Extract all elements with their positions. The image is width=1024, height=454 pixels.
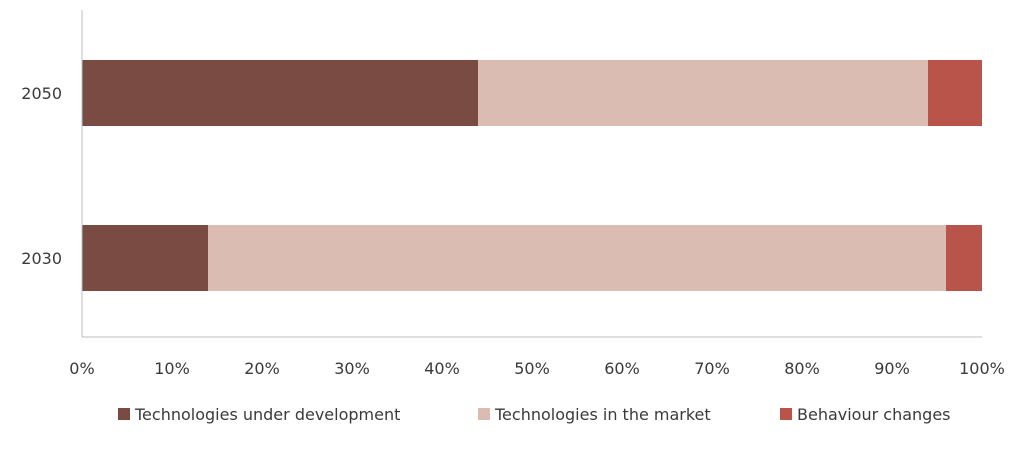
legend-label-1: Technologies in the market	[494, 405, 711, 424]
x-tick-label: 90%	[874, 359, 910, 378]
legend-swatch-2	[780, 408, 792, 420]
legend-swatch-1	[478, 408, 490, 420]
bar-segment-2030-1	[208, 225, 946, 291]
bars-layer	[82, 60, 982, 291]
bar-segment-2030-0	[82, 225, 208, 291]
x-tick-label: 60%	[604, 359, 640, 378]
bar-segment-2050-1	[478, 60, 928, 126]
x-tick-label: 10%	[154, 359, 190, 378]
x-tick-label: 20%	[244, 359, 280, 378]
bar-segment-2050-2	[928, 60, 982, 126]
x-tick-label: 50%	[514, 359, 550, 378]
x-tick-label: 100%	[959, 359, 1005, 378]
x-tick-label: 80%	[784, 359, 820, 378]
legend-label-2: Behaviour changes	[797, 405, 951, 424]
x-tick-label: 40%	[424, 359, 460, 378]
legend: Technologies under development Technologi…	[118, 405, 951, 424]
bar-segment-2030-2	[946, 225, 982, 291]
x-tick-label: 30%	[334, 359, 370, 378]
x-tick-labels: 0% 10% 20% 30% 40% 50% 60% 70% 80% 90% 100%	[69, 359, 1005, 378]
y-tick-label: 2050	[21, 84, 62, 103]
y-tick-label: 2030	[21, 249, 62, 268]
legend-swatch-0	[118, 408, 130, 420]
x-tick-label: 0%	[69, 359, 94, 378]
legend-label-0: Technologies under development	[134, 405, 400, 424]
bar-segment-2050-0	[82, 60, 478, 126]
x-tick-label: 70%	[694, 359, 730, 378]
y-tick-labels: 2050 2030	[21, 84, 62, 268]
